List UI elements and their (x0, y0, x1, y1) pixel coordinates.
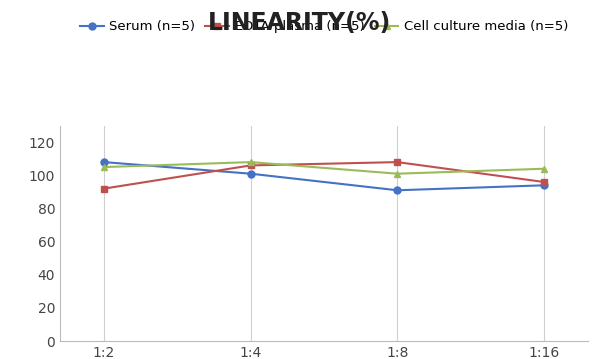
EDTA plasma (n=5) (394, 160, 401, 164)
Line: EDTA plasma (n=5): EDTA plasma (n=5) (101, 159, 547, 192)
Legend: Serum (n=5), EDTA plasma (n=5), Cell culture media (n=5): Serum (n=5), EDTA plasma (n=5), Cell cul… (80, 20, 568, 33)
Serum (n=5) (100, 160, 107, 164)
Cell culture media (n=5) (394, 172, 401, 176)
EDTA plasma (n=5) (247, 163, 254, 168)
Line: Serum (n=5): Serum (n=5) (101, 159, 547, 194)
Cell culture media (n=5) (100, 165, 107, 169)
EDTA plasma (n=5) (100, 186, 107, 191)
Text: LINEARITY(%): LINEARITY(%) (208, 11, 392, 35)
Serum (n=5) (541, 183, 548, 187)
EDTA plasma (n=5) (541, 180, 548, 184)
Serum (n=5) (394, 188, 401, 192)
Line: Cell culture media (n=5): Cell culture media (n=5) (101, 159, 547, 177)
Cell culture media (n=5) (247, 160, 254, 164)
Serum (n=5) (247, 172, 254, 176)
Cell culture media (n=5) (541, 167, 548, 171)
